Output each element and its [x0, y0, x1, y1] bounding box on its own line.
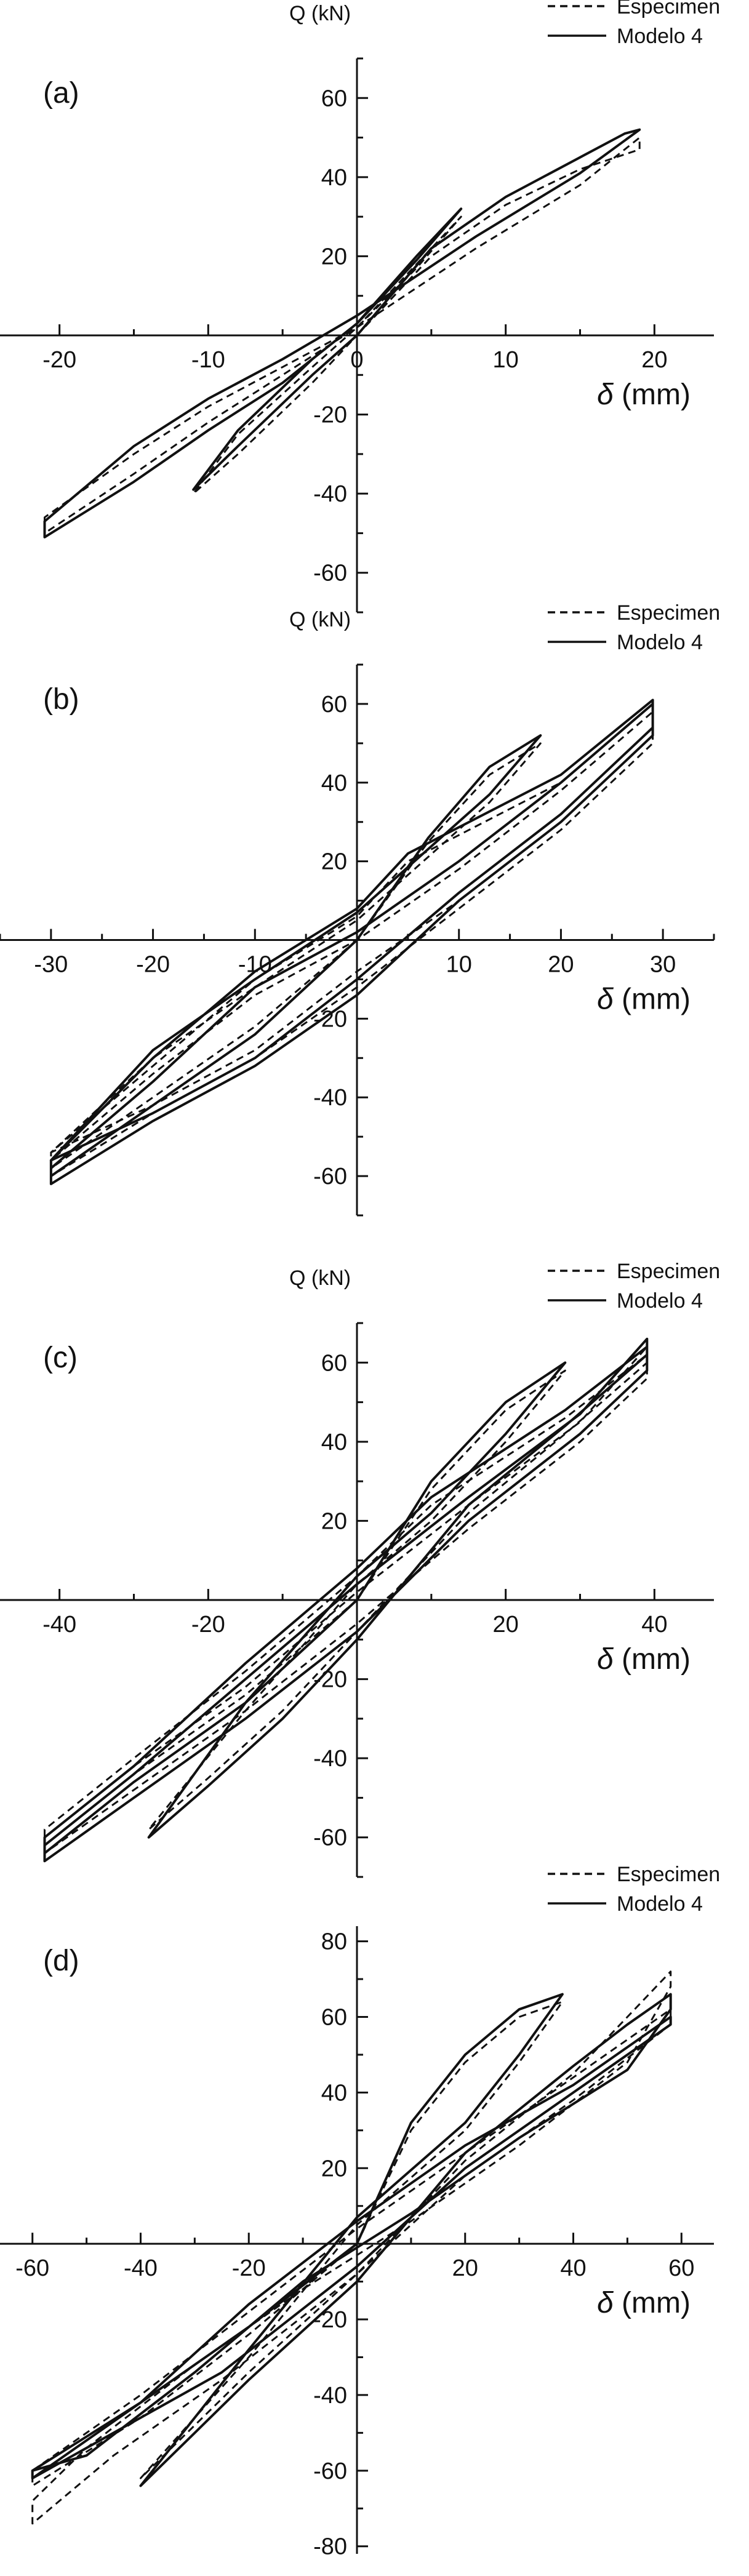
y-tick-label: 80 — [321, 1929, 347, 1955]
y-tick-label: 20 — [321, 1508, 347, 1534]
legend-label: Modelo 4 — [617, 1892, 703, 1916]
x-axis-title: δ (mm) — [597, 378, 691, 411]
x-tick-label: -10 — [191, 347, 225, 373]
x-tick-label: 40 — [560, 2255, 586, 2281]
x-axis-title: δ (mm) — [597, 1643, 691, 1676]
legend-label: Especimen — [617, 0, 720, 18]
legend-label: Modelo 4 — [617, 25, 703, 48]
y-tick-label: -40 — [313, 2383, 347, 2409]
chart-panel: -20 -10 0 10 20 -60 -40 -20 20 40 60 Q (kN) δ (mm) (a… — [0, 0, 720, 614]
y-tick-label: -60 — [313, 1164, 347, 1190]
y-tick-label: -80 — [313, 2534, 347, 2560]
y-tick-label: 60 — [321, 1350, 347, 1376]
series-modelo-curve — [49, 698, 654, 1185]
panel-label: (b) — [43, 683, 79, 716]
x-tick-label: -20 — [42, 347, 76, 373]
y-tick-label: -20 — [313, 402, 347, 428]
series-modelo-curve — [43, 1337, 649, 1863]
chart-panel: -60 -40 -20 20 40 60 -80 -60 -40 -20 20 40 60 80 δ (mm… — [0, 1863, 720, 2560]
x-tick-label: 20 — [641, 347, 667, 373]
x-tick-label: 20 — [452, 2255, 478, 2281]
y-tick-label: 40 — [321, 770, 347, 796]
legend-label: Especimen — [617, 1863, 720, 1886]
panel-label: (d) — [43, 1945, 79, 1977]
y-tick-label: -60 — [313, 1825, 347, 1851]
x-tick-label: -60 — [15, 2255, 49, 2281]
x-tick-label: 30 — [650, 952, 676, 978]
x-tick-label: 20 — [548, 952, 574, 978]
y-tick-label: -20 — [313, 2307, 347, 2333]
x-tick-label: -20 — [232, 2255, 266, 2281]
x-tick-label: 40 — [641, 1612, 667, 1638]
y-axis-title: Q (kN) — [289, 2, 351, 25]
series-modelo-curve — [43, 128, 641, 538]
x-axis-title: δ (mm) — [597, 983, 691, 1016]
x-axis-title: δ (mm) — [597, 2287, 691, 2319]
x-tick-label: -40 — [124, 2255, 158, 2281]
y-tick-label: 60 — [321, 2004, 347, 2030]
x-tick-label: 0 — [350, 347, 363, 373]
y-tick-label: 20 — [321, 2156, 347, 2182]
legend-label: Especimen — [617, 1260, 720, 1283]
y-tick-label: -40 — [313, 481, 347, 507]
y-tick-label: 20 — [321, 849, 347, 875]
x-tick-label: -30 — [34, 952, 68, 978]
x-tick-label: 10 — [446, 952, 472, 978]
y-tick-label: -40 — [313, 1746, 347, 1772]
panel-label: (c) — [43, 1342, 78, 1374]
y-tick-label: -20 — [313, 1006, 347, 1032]
x-tick-label: -20 — [136, 952, 170, 978]
y-tick-label: 40 — [321, 2080, 347, 2106]
y-axis-title: Q (kN) — [289, 1266, 351, 1290]
panel-label: (a) — [43, 77, 79, 110]
x-tick-label: -40 — [42, 1612, 76, 1638]
y-tick-label: 20 — [321, 244, 347, 270]
y-tick-label: 40 — [321, 1430, 347, 1455]
x-tick-label: 20 — [493, 1612, 519, 1638]
y-tick-label: 40 — [321, 165, 347, 191]
y-tick-label: 60 — [321, 692, 347, 718]
series-especimen-curve — [31, 1970, 672, 2525]
x-tick-label: 60 — [668, 2255, 694, 2281]
y-axis-title: Q (kN) — [289, 608, 351, 631]
y-tick-label: -40 — [313, 1085, 347, 1111]
y-tick-label: -60 — [313, 2458, 347, 2484]
series-especimen-curve — [44, 137, 641, 534]
legend-label: Modelo 4 — [617, 1289, 703, 1313]
x-tick-label: -20 — [191, 1612, 225, 1638]
y-tick-label: -60 — [313, 561, 347, 586]
series-modelo-curve — [31, 1993, 672, 2487]
legend-label: Especimen — [617, 601, 720, 625]
y-tick-label: 60 — [321, 86, 347, 111]
legend-label: Modelo 4 — [617, 631, 703, 654]
x-tick-label: 10 — [493, 347, 519, 373]
